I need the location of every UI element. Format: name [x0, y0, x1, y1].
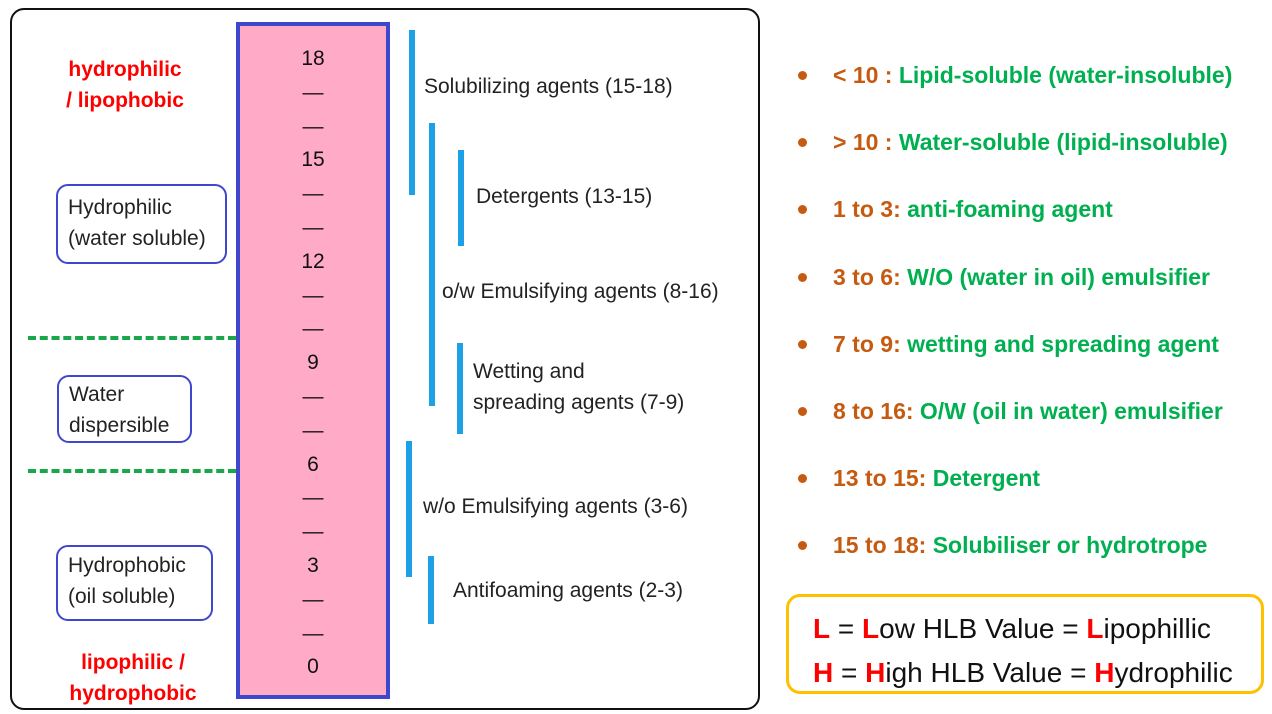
range-description: Water-soluble (lipid-insoluble)	[898, 129, 1228, 156]
scale-tick: —	[302, 114, 324, 138]
range-value: 7 to 9:	[833, 330, 901, 357]
hydrophilic-label: hydrophilic / lipophobic	[40, 54, 210, 116]
box-line: dispersible	[69, 414, 170, 437]
hydrophilic-box: Hydrophilic (water soluble)	[56, 184, 227, 264]
range-description: Lipid-soluble (water-insoluble)	[898, 62, 1233, 88]
label-line: hydrophobic	[69, 682, 197, 705]
scale-tick: —	[302, 385, 324, 408]
hlb-range-item: < 10 : Lipid-soluble (water-insoluble)	[798, 62, 1232, 89]
bullet-icon	[798, 474, 807, 484]
range-description: Solubiliser or hydrotrope	[932, 532, 1208, 559]
hlb-key-box: L = Low HLB Value = Lipophillic H = High…	[786, 594, 1264, 694]
divider-dashed	[28, 469, 236, 473]
box-line: (water soluble)	[68, 227, 206, 250]
scale-tick: —	[302, 80, 324, 104]
diagram-frame	[10, 8, 760, 710]
range-value: > 10 :	[833, 129, 893, 156]
key-low: L = Low HLB Value = Lipophillic	[813, 607, 1261, 651]
range-value: 1 to 3:	[833, 196, 901, 223]
scale-tick: —	[302, 587, 324, 611]
key-text: =	[833, 657, 866, 688]
range-bar	[428, 556, 434, 624]
scale-tick: —	[302, 317, 324, 341]
key-letter: L	[813, 613, 831, 644]
box-line: (oil soluble)	[68, 585, 176, 608]
range-value: 13 to 15:	[833, 465, 927, 492]
scale-label: 18	[301, 47, 325, 70]
hlb-range-item: 15 to 18: Solubiliser or hydrotrope	[798, 532, 1207, 559]
hlb-range-item: 7 to 9: wetting and spreading agent	[798, 331, 1219, 358]
divider-dashed	[28, 336, 236, 340]
bullet-icon	[798, 541, 807, 551]
bullet-icon	[798, 339, 807, 349]
range-value: 15 to 18:	[833, 532, 927, 559]
label-line: hydrophilic	[68, 58, 182, 81]
hydrophobic-box: Hydrophobic (oil soluble)	[56, 545, 213, 621]
hlb-range-item: 1 to 3: anti-foaming agent	[798, 196, 1113, 223]
range-bar	[458, 150, 464, 246]
range-label: Detergents (13-15)	[476, 185, 653, 208]
scale-tick: —	[302, 182, 324, 206]
range-label: o/w Emulsifying agents (8-16)	[442, 280, 719, 303]
range-label: Wetting and spreading agents (7-9)	[473, 356, 684, 418]
key-text: =	[830, 613, 863, 644]
scale-tick: —	[302, 418, 324, 442]
range-description: Detergent	[932, 465, 1041, 492]
range-description: O/W (oil in water) emulsifier	[919, 398, 1223, 424]
key-text: ipophillic	[1103, 613, 1211, 644]
hlb-range-item: > 10 : Water-soluble (lipid-insoluble)	[798, 129, 1228, 156]
hlb-range-item: 3 to 6: W/O (water in oil) emulsifier	[798, 264, 1210, 291]
hlb-scale: 18 — — 15 — — 12 — — 9 — — 6 — — 3 — — 0	[236, 22, 390, 699]
label-line: / lipophobic	[66, 89, 184, 112]
range-value: 8 to 16:	[833, 398, 914, 424]
scale-label: 0	[307, 655, 319, 679]
lipophilic-label: lipophilic / hydrophobic	[48, 647, 218, 709]
key-letter: L	[862, 613, 880, 644]
label-line: lipophilic /	[81, 651, 185, 674]
scale-label: 15	[301, 148, 325, 172]
scale-tick: —	[302, 486, 324, 510]
bullet-icon	[798, 272, 807, 282]
key-high: H = High HLB Value = Hydrophilic	[813, 651, 1261, 695]
key-text: ydrophilic	[1114, 657, 1233, 688]
range-description: W/O (water in oil) emulsifier	[907, 263, 1210, 290]
key-letter: H	[813, 657, 834, 688]
bullet-icon	[798, 205, 807, 215]
water-dispersible-box: Water dispersible	[57, 375, 192, 443]
key-letter: L	[1086, 613, 1104, 644]
hlb-range-item: 13 to 15: Detergent	[798, 465, 1040, 492]
range-label: Solubilizing agents (15-18)	[424, 75, 673, 98]
range-bar	[406, 441, 412, 577]
range-description: anti-foaming agent	[907, 196, 1113, 223]
range-bar	[429, 123, 435, 406]
key-text: ow HLB Value =	[879, 613, 1087, 644]
scale-tick: —	[302, 520, 324, 544]
scale-label: 6	[307, 452, 319, 476]
bullet-icon	[798, 138, 807, 148]
key-text: igh HLB Value =	[885, 657, 1095, 688]
bullet-icon	[798, 407, 807, 416]
hlb-range-item: 8 to 16: O/W (oil in water) emulsifier	[798, 398, 1223, 425]
scale-tick: —	[302, 283, 324, 307]
bullet-icon	[798, 71, 807, 80]
scale-label: 9	[307, 351, 319, 375]
range-value: 3 to 6:	[833, 263, 901, 290]
scale-tick: —	[302, 621, 324, 645]
range-bar	[409, 30, 415, 195]
box-line: Water	[69, 383, 125, 406]
range-label: w/o Emulsifying agents (3-6)	[423, 495, 688, 518]
scale-label: 12	[301, 249, 325, 273]
key-letter: H	[1094, 657, 1115, 688]
range-value: < 10 :	[833, 62, 893, 88]
scale-tick: —	[302, 216, 324, 239]
scale-label: 3	[307, 554, 319, 577]
range-description: wetting and spreading agent	[907, 330, 1219, 357]
label-line: Wetting and	[473, 360, 585, 383]
label-line: spreading agents (7-9)	[473, 391, 685, 414]
box-line: Hydrophilic	[68, 196, 172, 219]
range-bar	[457, 343, 463, 434]
box-line: Hydrophobic	[68, 554, 186, 577]
key-letter: H	[865, 657, 886, 688]
range-label: Antifoaming agents (2-3)	[453, 579, 683, 602]
